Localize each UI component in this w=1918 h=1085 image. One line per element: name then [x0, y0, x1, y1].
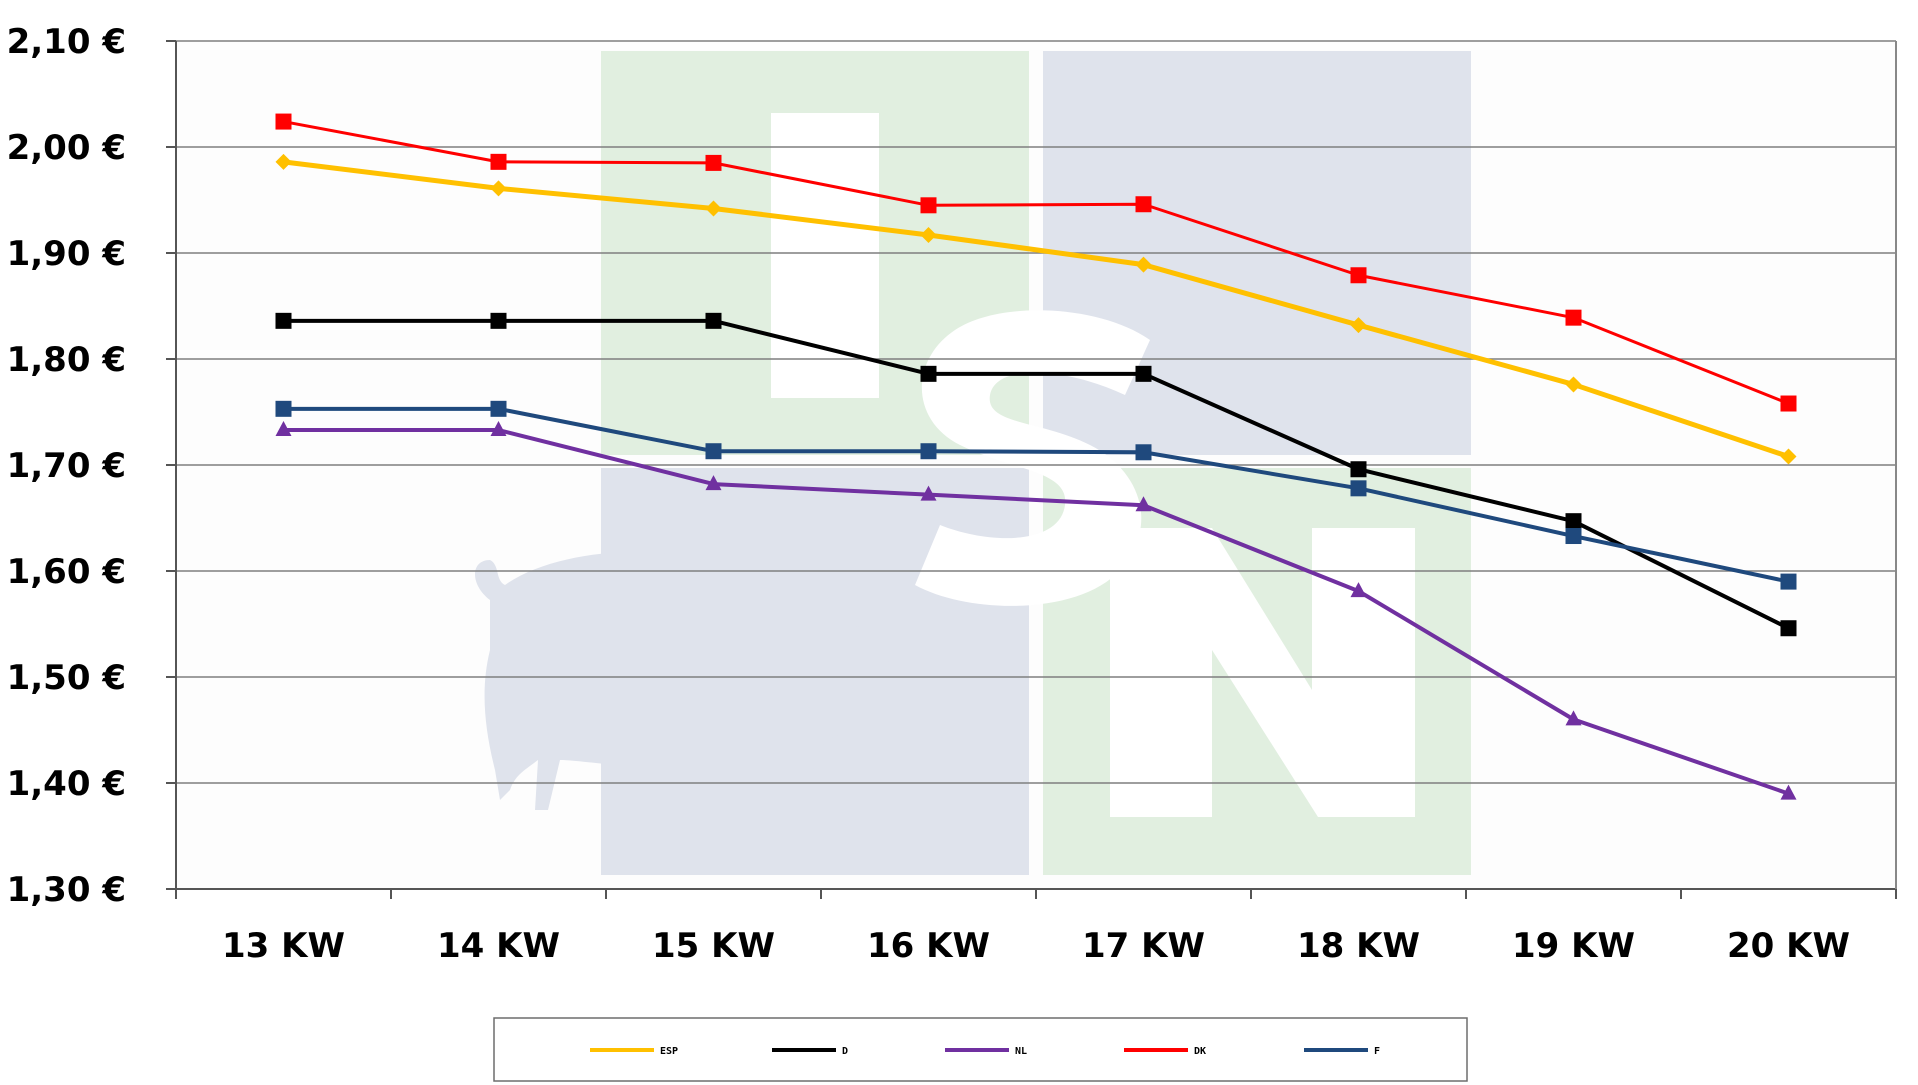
square-marker [275, 113, 292, 130]
series-esp [275, 153, 1797, 465]
square-marker [490, 153, 507, 170]
series-line [283, 318, 1790, 631]
square-marker [705, 312, 722, 329]
diamond-marker [705, 200, 722, 217]
watermark-letter-s [915, 310, 1150, 606]
legend-label: ESP [660, 1046, 678, 1057]
data-series [275, 113, 1797, 800]
diamond-marker [1565, 376, 1582, 393]
series-line [283, 159, 1790, 459]
triangle-marker [490, 421, 507, 437]
square-marker [1350, 267, 1367, 284]
x-tick-label: 18 KW [1297, 926, 1420, 966]
legend-item-f: F [1304, 1046, 1380, 1057]
square-marker [1780, 395, 1797, 412]
y-tick-label: 1,30 € [7, 870, 126, 910]
square-marker [1350, 461, 1367, 478]
series-d [275, 312, 1797, 637]
legend-item-d: D [772, 1046, 848, 1057]
diamond-marker [490, 180, 507, 197]
square-marker [705, 443, 722, 460]
x-tick-label: 16 KW [867, 926, 990, 966]
series-dk [275, 113, 1797, 412]
diamond-marker [920, 226, 937, 243]
square-marker [1350, 480, 1367, 497]
diamond-marker [1350, 317, 1367, 334]
y-tick-label: 1,80 € [7, 340, 126, 380]
x-tick-label: 19 KW [1512, 926, 1635, 966]
watermark-letter-i [771, 113, 879, 398]
triangle-marker [705, 475, 722, 491]
x-tick-label: 17 KW [1082, 926, 1205, 966]
series-nl [275, 421, 1797, 800]
triangle-marker [920, 485, 937, 501]
square-marker [705, 154, 722, 171]
series-line [283, 428, 1790, 796]
x-tick-label: 14 KW [437, 926, 560, 966]
square-marker [1565, 513, 1582, 530]
diamond-marker [1135, 256, 1152, 273]
watermark-pig-silhouette [475, 551, 891, 820]
square-marker [920, 365, 937, 382]
square-marker [1565, 309, 1582, 326]
square-marker [275, 400, 292, 417]
watermark-letter-n [1110, 528, 1415, 817]
square-marker [490, 400, 507, 417]
square-marker [1780, 620, 1797, 637]
diamond-marker [275, 153, 292, 170]
square-marker [275, 312, 292, 329]
legend-label: DK [1194, 1046, 1206, 1057]
y-tick-label: 2,10 € [7, 22, 126, 62]
legend-label: NL [1015, 1046, 1027, 1057]
square-marker [1135, 365, 1152, 382]
legend-item-nl: NL [945, 1046, 1027, 1057]
triangle-marker [1350, 582, 1367, 598]
legend-label: D [842, 1046, 848, 1057]
x-tick-label: 20 KW [1727, 926, 1850, 966]
legend-item-dk: DK [1124, 1046, 1206, 1057]
triangle-marker [1780, 784, 1797, 800]
series-f [275, 400, 1797, 590]
square-marker [1135, 444, 1152, 461]
y-tick-label: 1,90 € [7, 234, 126, 274]
diamond-marker [1780, 448, 1797, 465]
triangle-marker [1135, 496, 1152, 512]
y-tick-label: 1,70 € [7, 446, 126, 486]
y-axis-ticks: 1,30 € 1,40 € 1,50 € 1,60 € 1,70 € 1,80 € 1,90… [7, 22, 176, 910]
x-tick-label: 13 KW [222, 926, 345, 966]
x-axis-ticks: 13 KW 14 KW 15 KW 16 KW 17 KW 18 KW 19 KW 20 KW [175, 889, 1897, 966]
series-line [283, 406, 1789, 584]
x-tick-label: 15 KW [652, 926, 775, 966]
series-line [283, 120, 1790, 405]
y-tick-label: 1,50 € [7, 658, 126, 698]
square-marker [920, 443, 937, 460]
y-tick-label: 1,60 € [7, 552, 126, 592]
y-tick-label: 2,00 € [7, 128, 126, 168]
chart-legend: ESP D NL DK F [493, 1017, 1468, 1082]
square-marker [1565, 528, 1582, 545]
square-marker [1780, 573, 1797, 590]
triangle-marker [1565, 710, 1582, 726]
legend-item-esp: ESP [590, 1046, 678, 1057]
square-marker [1135, 196, 1152, 213]
triangle-marker [275, 421, 292, 437]
legend-label: F [1374, 1046, 1380, 1057]
square-marker [920, 197, 937, 214]
square-marker [490, 312, 507, 329]
horizontal-gridlines [176, 40, 1896, 784]
y-tick-label: 1,40 € [7, 764, 126, 804]
